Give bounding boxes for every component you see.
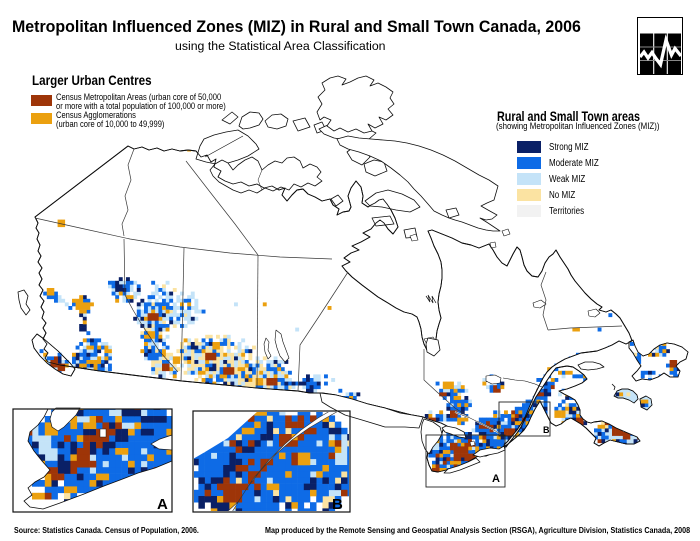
- svg-text:B: B: [543, 425, 550, 435]
- svg-text:A: A: [492, 473, 500, 485]
- svg-text:B: B: [332, 496, 343, 513]
- svg-text:A: A: [157, 496, 168, 513]
